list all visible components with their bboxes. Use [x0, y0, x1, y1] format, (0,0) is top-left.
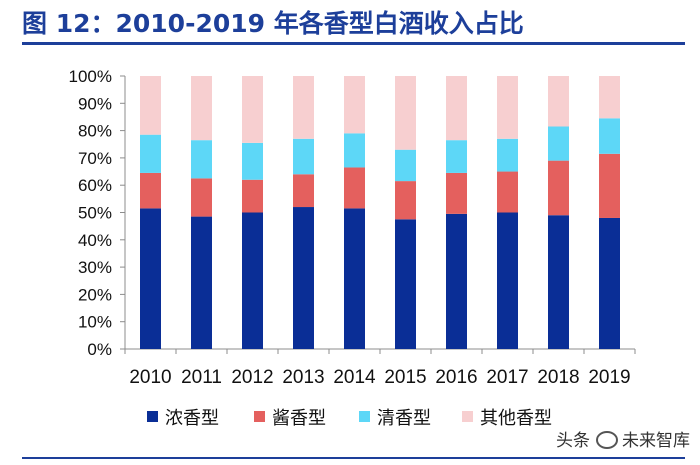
bar-segment-3-2018 [548, 126, 569, 161]
bar-segment-3-2019 [599, 118, 620, 154]
bar-segment-4-2016 [446, 76, 467, 141]
x-tick-label: 2017 [486, 367, 528, 388]
bar-segment-2-2010 [140, 172, 161, 209]
chart-title: 图 12：2010-2019 年各香型白酒收入占比 [22, 9, 524, 38]
y-tick-label: 30% [78, 258, 112, 277]
bar-segment-4-2013 [293, 76, 314, 139]
legend-label: 清香型 [377, 408, 431, 429]
y-tick-label: 0% [87, 340, 112, 359]
bar-segment-1-2013 [293, 207, 314, 349]
bar-segment-1-2017 [497, 212, 518, 349]
bar-segment-1-2018 [548, 215, 569, 349]
legend-swatch [147, 411, 158, 422]
bar-segment-2-2012 [242, 179, 263, 213]
legend-swatch [359, 411, 370, 422]
x-tick-label: 2011 [181, 367, 222, 388]
bar-segment-4-2011 [191, 76, 212, 141]
x-tick-label: 2019 [588, 367, 630, 388]
watermark-source: 头条 [556, 431, 590, 451]
legend-label: 浓香型 [165, 408, 219, 429]
bar-segment-4-2015 [395, 76, 416, 150]
y-tick-label: 60% [78, 176, 112, 195]
legend: 浓香型 酱香型 清香型 其他香型 [147, 408, 552, 429]
bar-segment-4-2019 [599, 76, 620, 119]
bar-segment-4-2012 [242, 76, 263, 143]
bar-segment-4-2014 [344, 76, 365, 134]
bar-segment-3-2015 [395, 149, 416, 182]
y-tick-label: 100% [69, 67, 112, 86]
watermark: 头条 未来智库 [556, 426, 690, 452]
y-tick-label: 80% [78, 122, 112, 141]
bar-segment-2-2018 [548, 160, 569, 216]
bar-segment-2-2019 [599, 153, 620, 218]
y-axis: 0% 10% 20% 30% 40% 50% 60% 70% 80% 90% 100% [69, 67, 126, 359]
legend-swatch [254, 411, 265, 422]
x-tick-label: 2014 [333, 367, 376, 388]
x-tick-label: 2016 [435, 367, 477, 388]
bar-segment-1-2010 [140, 208, 161, 349]
x-axis: 2010 2011 2012 2013 2014 2015 2016 2017 2018 2019 [124, 348, 636, 388]
legend-label: 酱香型 [272, 408, 326, 429]
y-tick-label: 50% [78, 204, 112, 223]
x-tick-label: 2013 [282, 367, 324, 388]
bar-segment-2-2015 [395, 181, 416, 220]
title-divider [22, 42, 685, 45]
bar-segment-3-2017 [497, 138, 518, 172]
bar-segment-3-2013 [293, 138, 314, 175]
bottom-divider [22, 457, 685, 459]
bars [140, 76, 620, 349]
bar-segment-1-2011 [191, 216, 212, 349]
x-tick-label: 2010 [129, 367, 171, 388]
bar-segment-3-2010 [140, 134, 161, 173]
x-tick-label: 2012 [231, 367, 273, 388]
y-tick-label: 10% [78, 313, 112, 332]
bar-segment-1-2014 [344, 208, 365, 349]
watermark-brand: 未来智库 [622, 431, 690, 451]
legend-swatch [462, 411, 473, 422]
bar-segment-1-2015 [395, 219, 416, 349]
bar-segment-4-2018 [548, 76, 569, 127]
bar-segment-1-2012 [242, 212, 263, 349]
y-tick-label: 40% [78, 231, 112, 250]
bar-segment-2-2011 [191, 178, 212, 217]
bar-segment-3-2016 [446, 140, 467, 173]
watermark-logo-icon [596, 430, 618, 449]
x-tick-label: 2018 [537, 367, 579, 388]
bar-segment-4-2017 [497, 76, 518, 139]
bar-segment-3-2014 [344, 133, 365, 168]
bar-segment-3-2012 [242, 142, 263, 180]
y-tick-label: 20% [78, 285, 112, 304]
bar-segment-2-2013 [293, 174, 314, 208]
x-tick-label: 2015 [384, 367, 426, 388]
bar-segment-2-2017 [497, 171, 518, 213]
y-tick-label: 90% [78, 94, 112, 113]
bar-segment-2-2014 [344, 167, 365, 209]
bar-segment-4-2010 [140, 76, 161, 135]
bar-segment-1-2019 [599, 217, 620, 349]
bar-segment-2-2016 [446, 172, 467, 214]
bar-segment-1-2016 [446, 213, 467, 349]
bar-segment-3-2011 [191, 140, 212, 179]
legend-label: 其他香型 [480, 408, 552, 429]
y-tick-label: 70% [78, 149, 112, 168]
